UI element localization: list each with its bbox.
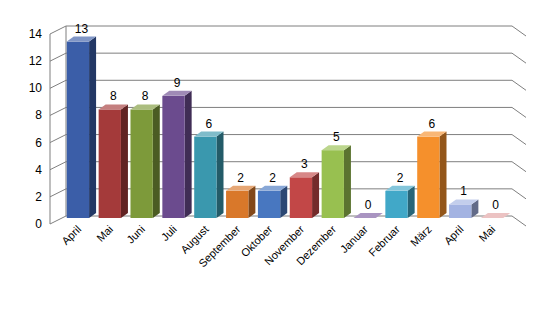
- bar-front: [322, 150, 344, 218]
- bar: [162, 91, 191, 218]
- bar-front: [449, 204, 471, 218]
- grid-line: [50, 80, 526, 90]
- bar-top: [417, 132, 446, 137]
- bar-side: [312, 172, 319, 218]
- bar-top: [481, 213, 510, 218]
- bar: [353, 213, 382, 218]
- y-tick-label: 12: [29, 54, 43, 68]
- bar-top: [290, 172, 319, 177]
- data-label: 0: [492, 198, 499, 212]
- bar-side: [248, 186, 255, 218]
- data-label: 8: [110, 89, 117, 103]
- bar-side: [185, 91, 192, 218]
- bar-front: [99, 109, 121, 218]
- y-tick-label: 8: [35, 108, 42, 122]
- bar-front: [194, 137, 216, 218]
- bar: [322, 145, 351, 218]
- bar-top: [258, 186, 287, 191]
- bar-top: [353, 213, 382, 218]
- grid: [50, 26, 526, 226]
- bar-front: [385, 191, 407, 218]
- data-label: 3: [301, 157, 308, 171]
- bar-top: [226, 186, 255, 191]
- grid-line: [50, 53, 526, 63]
- bar-front: [130, 109, 152, 218]
- data-label: 2: [397, 171, 404, 185]
- data-label: 5: [333, 130, 340, 144]
- x-tick-label: September: [196, 223, 243, 270]
- bar-side: [217, 132, 224, 218]
- bar-top: [194, 132, 223, 137]
- x-tick-label: Juni: [124, 223, 147, 246]
- bar-side: [344, 145, 351, 218]
- bar-front: [226, 191, 248, 218]
- bar-side: [153, 104, 160, 218]
- bar-front: [258, 191, 280, 218]
- y-tick-label: 4: [35, 163, 42, 177]
- y-tick-label: 6: [35, 136, 42, 150]
- bar-front: [67, 42, 89, 218]
- y-tick-label: 2: [35, 190, 42, 204]
- bar-side: [121, 104, 128, 218]
- bar: [99, 104, 128, 218]
- bar: [226, 186, 255, 218]
- chart: 0246810121413April8Mai8Juni9Juli6August2…: [0, 0, 555, 313]
- y-axis-line: [50, 34, 51, 224]
- labels: 13April8Mai8Juni9Juli6August2September2O…: [59, 22, 499, 270]
- grid-line: [50, 26, 526, 36]
- bar-top: [322, 145, 351, 150]
- bar-top: [162, 91, 191, 96]
- x-tick-label: Mai: [94, 223, 115, 244]
- data-label: 0: [365, 198, 372, 212]
- x-tick-label: Mai: [476, 223, 497, 244]
- bar: [258, 186, 287, 218]
- back-wall-edge: [66, 26, 67, 216]
- bar-front: [290, 177, 312, 218]
- bar: [481, 213, 510, 218]
- bar-side: [89, 37, 96, 218]
- bar: [449, 199, 478, 218]
- bar-side: [280, 186, 287, 218]
- bar: [130, 104, 159, 218]
- data-label: 9: [174, 76, 181, 90]
- data-label: 13: [75, 22, 89, 36]
- data-label: 6: [206, 117, 213, 131]
- bar-side: [440, 132, 447, 218]
- bar: [67, 37, 96, 218]
- bar-top: [449, 199, 478, 204]
- y-tick-label: 0: [35, 217, 42, 231]
- data-label: 6: [429, 117, 436, 131]
- data-label: 2: [237, 171, 244, 185]
- y-tick-label: 10: [29, 81, 43, 95]
- x-tick-label: Juli: [159, 223, 179, 243]
- x-tick-label: Dezember: [294, 223, 339, 268]
- bar-side: [408, 186, 415, 218]
- bar-front: [162, 96, 184, 218]
- data-label: 8: [142, 89, 149, 103]
- bar-top: [67, 37, 96, 42]
- bar-top: [385, 186, 414, 191]
- bar: [290, 172, 319, 218]
- bar-top: [130, 104, 159, 109]
- bars: [67, 37, 510, 218]
- data-label: 2: [269, 171, 276, 185]
- bar-top: [99, 104, 128, 109]
- y-tick-label: 14: [29, 27, 43, 41]
- bar-front: [417, 137, 439, 218]
- x-tick-label: April: [59, 223, 83, 247]
- bar: [417, 132, 446, 218]
- x-tick-label: April: [442, 223, 466, 247]
- bar: [194, 132, 223, 218]
- x-tick-label: März: [408, 223, 434, 249]
- data-label: 1: [460, 184, 467, 198]
- bar: [385, 186, 414, 218]
- x-tick-label: Februar: [366, 223, 402, 259]
